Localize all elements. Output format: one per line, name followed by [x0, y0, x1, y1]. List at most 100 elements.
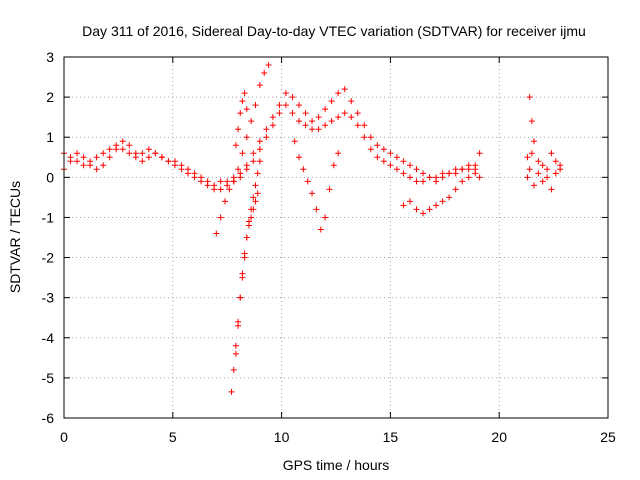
data-point: [289, 110, 296, 117]
data-point: [309, 190, 316, 197]
data-point: [387, 150, 394, 157]
data-point: [224, 178, 231, 185]
data-point: [400, 202, 407, 209]
data-point: [433, 202, 440, 209]
series-track-b: [61, 86, 479, 189]
series-track-h: [400, 150, 483, 217]
series-track-e: [232, 190, 261, 357]
data-point: [204, 178, 211, 185]
x-tick-label: 20: [491, 429, 507, 445]
data-point: [476, 174, 483, 181]
data-point: [74, 150, 81, 157]
data-point: [335, 90, 342, 97]
data-point: [446, 194, 453, 201]
data-point: [93, 166, 100, 173]
data-point: [476, 150, 483, 157]
data-point: [256, 158, 263, 165]
data-point: [245, 222, 252, 229]
data-point: [544, 166, 551, 173]
data-point: [93, 154, 100, 161]
data-point: [243, 162, 250, 169]
data-point: [248, 214, 255, 221]
data-point: [171, 158, 178, 165]
data-point: [139, 150, 146, 157]
data-point: [326, 186, 333, 193]
y-tick-label: 2: [46, 89, 54, 105]
data-point: [243, 134, 250, 141]
data-point: [254, 190, 261, 197]
data-point: [226, 186, 233, 193]
data-point: [217, 186, 224, 193]
data-point: [302, 110, 309, 117]
data-point: [354, 110, 361, 117]
data-point: [67, 158, 74, 165]
data-point: [276, 110, 283, 117]
data-point: [406, 198, 413, 205]
data-point: [241, 90, 248, 97]
y-axis-label: SDTVAR / TECUs: [7, 181, 23, 293]
data-point: [211, 182, 218, 189]
data-point: [87, 162, 94, 169]
data-point: [544, 174, 551, 181]
data-point: [230, 178, 237, 185]
data-point: [524, 154, 531, 161]
data-point: [413, 178, 420, 185]
data-point: [296, 118, 303, 125]
data-point: [528, 150, 535, 157]
y-tick-label: -2: [42, 250, 55, 266]
data-point: [439, 174, 446, 181]
data-point: [119, 146, 126, 153]
data-point: [289, 94, 296, 101]
data-point: [263, 134, 270, 141]
series-track-a: [61, 102, 483, 193]
data-points: [61, 62, 564, 395]
data-point: [261, 70, 268, 77]
data-point: [452, 186, 459, 193]
y-tick-label: -3: [42, 290, 55, 306]
data-point: [420, 170, 427, 177]
data-point: [165, 158, 172, 165]
data-point: [446, 170, 453, 177]
data-point: [535, 158, 542, 165]
data-point: [465, 174, 472, 181]
data-point: [126, 150, 133, 157]
series-track-j: [524, 150, 564, 193]
data-point: [217, 178, 224, 185]
data-point: [235, 126, 242, 133]
data-point: [406, 162, 413, 169]
data-point: [361, 122, 368, 129]
data-point: [250, 194, 257, 201]
data-point: [222, 198, 229, 205]
data-point: [232, 350, 239, 357]
chart-title: Day 311 of 2016, Sidereal Day-to-day VTE…: [82, 23, 586, 39]
data-point: [276, 102, 283, 109]
data-point: [354, 122, 361, 129]
data-point: [459, 166, 466, 173]
data-point: [106, 146, 113, 153]
data-point: [548, 150, 555, 157]
data-point: [243, 234, 250, 241]
data-point: [250, 206, 257, 213]
data-point: [439, 198, 446, 205]
data-point: [198, 174, 205, 181]
x-tick-label: 0: [60, 429, 68, 445]
series-track-i: [524, 94, 564, 173]
data-point: [426, 174, 433, 181]
data-point: [106, 154, 113, 161]
data-point: [413, 166, 420, 173]
data-point: [552, 158, 559, 165]
data-point: [252, 182, 259, 189]
data-point: [531, 138, 538, 145]
data-point: [315, 114, 322, 121]
data-point: [250, 150, 257, 157]
y-tick-label: -6: [42, 410, 55, 426]
data-point: [139, 158, 146, 165]
data-point: [296, 102, 303, 109]
y-tick-label: -1: [42, 209, 55, 225]
data-point: [557, 166, 564, 173]
data-point: [126, 142, 133, 149]
data-point: [256, 146, 263, 153]
data-point: [526, 166, 533, 173]
y-tick-label: 3: [46, 49, 54, 65]
data-point: [341, 110, 348, 117]
